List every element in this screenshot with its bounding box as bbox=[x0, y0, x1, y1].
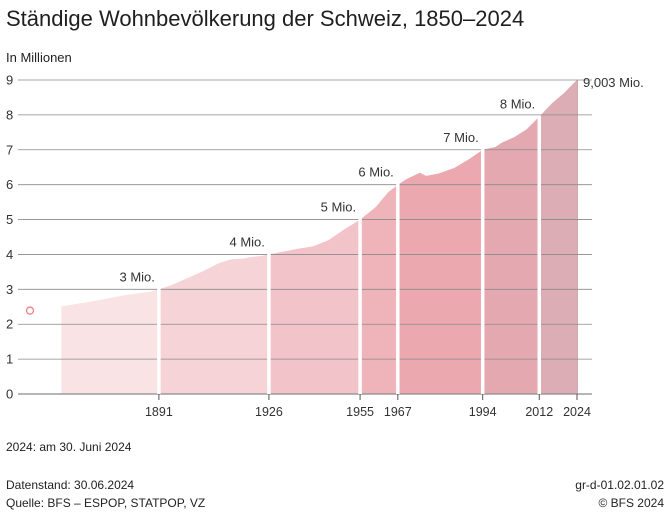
milestone-label: 5 Mio. bbox=[321, 200, 356, 215]
x-axis-ticks: 1891 1926 1955 1967 1994 2012 2024 bbox=[145, 394, 591, 419]
start-point-1850 bbox=[25, 306, 35, 315]
x-tick-label: 2024 bbox=[563, 405, 591, 419]
x-tick-label: 1891 bbox=[145, 405, 173, 419]
y-tick-label: 2 bbox=[6, 317, 13, 332]
y-axis-ticks: 0 1 2 3 4 5 6 7 8 9 bbox=[6, 73, 13, 402]
data-status: Datenstand: 30.06.2024 bbox=[6, 478, 135, 492]
start-marker bbox=[25, 306, 35, 315]
x-tick-label: 1955 bbox=[346, 405, 374, 419]
milestone-label: 3 Mio. bbox=[119, 269, 154, 284]
y-tick-label: 9 bbox=[6, 73, 13, 88]
y-tick-label: 3 bbox=[6, 282, 13, 297]
y-tick-label: 1 bbox=[6, 352, 13, 367]
unit-label: In Millionen bbox=[6, 50, 72, 65]
area-segment bbox=[268, 219, 361, 394]
milestone-label: 9,003 Mio. bbox=[583, 75, 644, 90]
milestone-dividers bbox=[157, 115, 542, 394]
footer-left: Datenstand: 30.06.2024 Quelle: BFS – ESP… bbox=[6, 476, 205, 512]
x-tick-label: 1994 bbox=[469, 405, 497, 419]
x-tick-label: 1967 bbox=[384, 405, 412, 419]
chart-title: Ständige Wohnbevölkerung der Schweiz, 18… bbox=[6, 6, 525, 31]
area-segment bbox=[482, 116, 540, 394]
y-tick-label: 4 bbox=[6, 247, 13, 262]
source-text: Quelle: BFS – ESPOP, STATPOP, VZ bbox=[6, 496, 206, 510]
y-tick-label: 8 bbox=[6, 107, 13, 122]
milestone-labels: 3 Mio. 4 Mio. 5 Mio. 6 Mio. 7 Mio. 8 Mio. 9,00… bbox=[119, 75, 643, 284]
milestone-label: 8 Mio. bbox=[500, 97, 535, 112]
footer-right: gr-d-01.02.01.02 © BFS 2024 bbox=[575, 476, 664, 512]
gridlines bbox=[18, 79, 592, 395]
graphic-code: gr-d-01.02.01.02 bbox=[575, 478, 664, 492]
copyright-text: © BFS 2024 bbox=[598, 496, 664, 510]
milestone-label: 6 Mio. bbox=[358, 165, 393, 180]
area-segments bbox=[61, 79, 578, 395]
x-tick-label: 1926 bbox=[255, 405, 283, 419]
y-tick-label: 5 bbox=[6, 212, 13, 227]
date-note: 2024: am 30. Juni 2024 bbox=[6, 440, 132, 454]
x-tick-label: 2012 bbox=[525, 405, 553, 419]
milestone-label: 7 Mio. bbox=[443, 130, 478, 145]
area-segment-edge bbox=[577, 79, 578, 395]
y-tick-label: 6 bbox=[6, 177, 13, 192]
area-segment bbox=[539, 79, 577, 395]
area-segment bbox=[61, 289, 159, 394]
y-tick-label: 0 bbox=[6, 387, 13, 402]
area-segment bbox=[397, 149, 483, 394]
y-tick-label: 7 bbox=[6, 142, 13, 157]
milestone-label: 4 Mio. bbox=[230, 234, 265, 249]
